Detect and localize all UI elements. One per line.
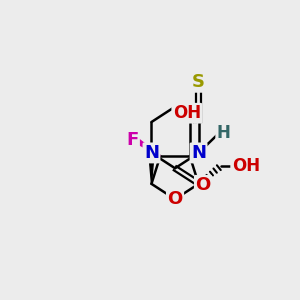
Text: OH: OH — [173, 104, 201, 122]
Text: O: O — [167, 190, 183, 208]
Text: N: N — [191, 144, 206, 162]
Text: S: S — [192, 73, 205, 91]
Text: H: H — [217, 124, 230, 142]
Text: N: N — [144, 144, 159, 162]
Polygon shape — [149, 153, 154, 184]
Text: OH: OH — [232, 157, 260, 175]
Polygon shape — [134, 137, 160, 156]
Text: F: F — [126, 131, 139, 149]
Text: O: O — [195, 176, 211, 194]
